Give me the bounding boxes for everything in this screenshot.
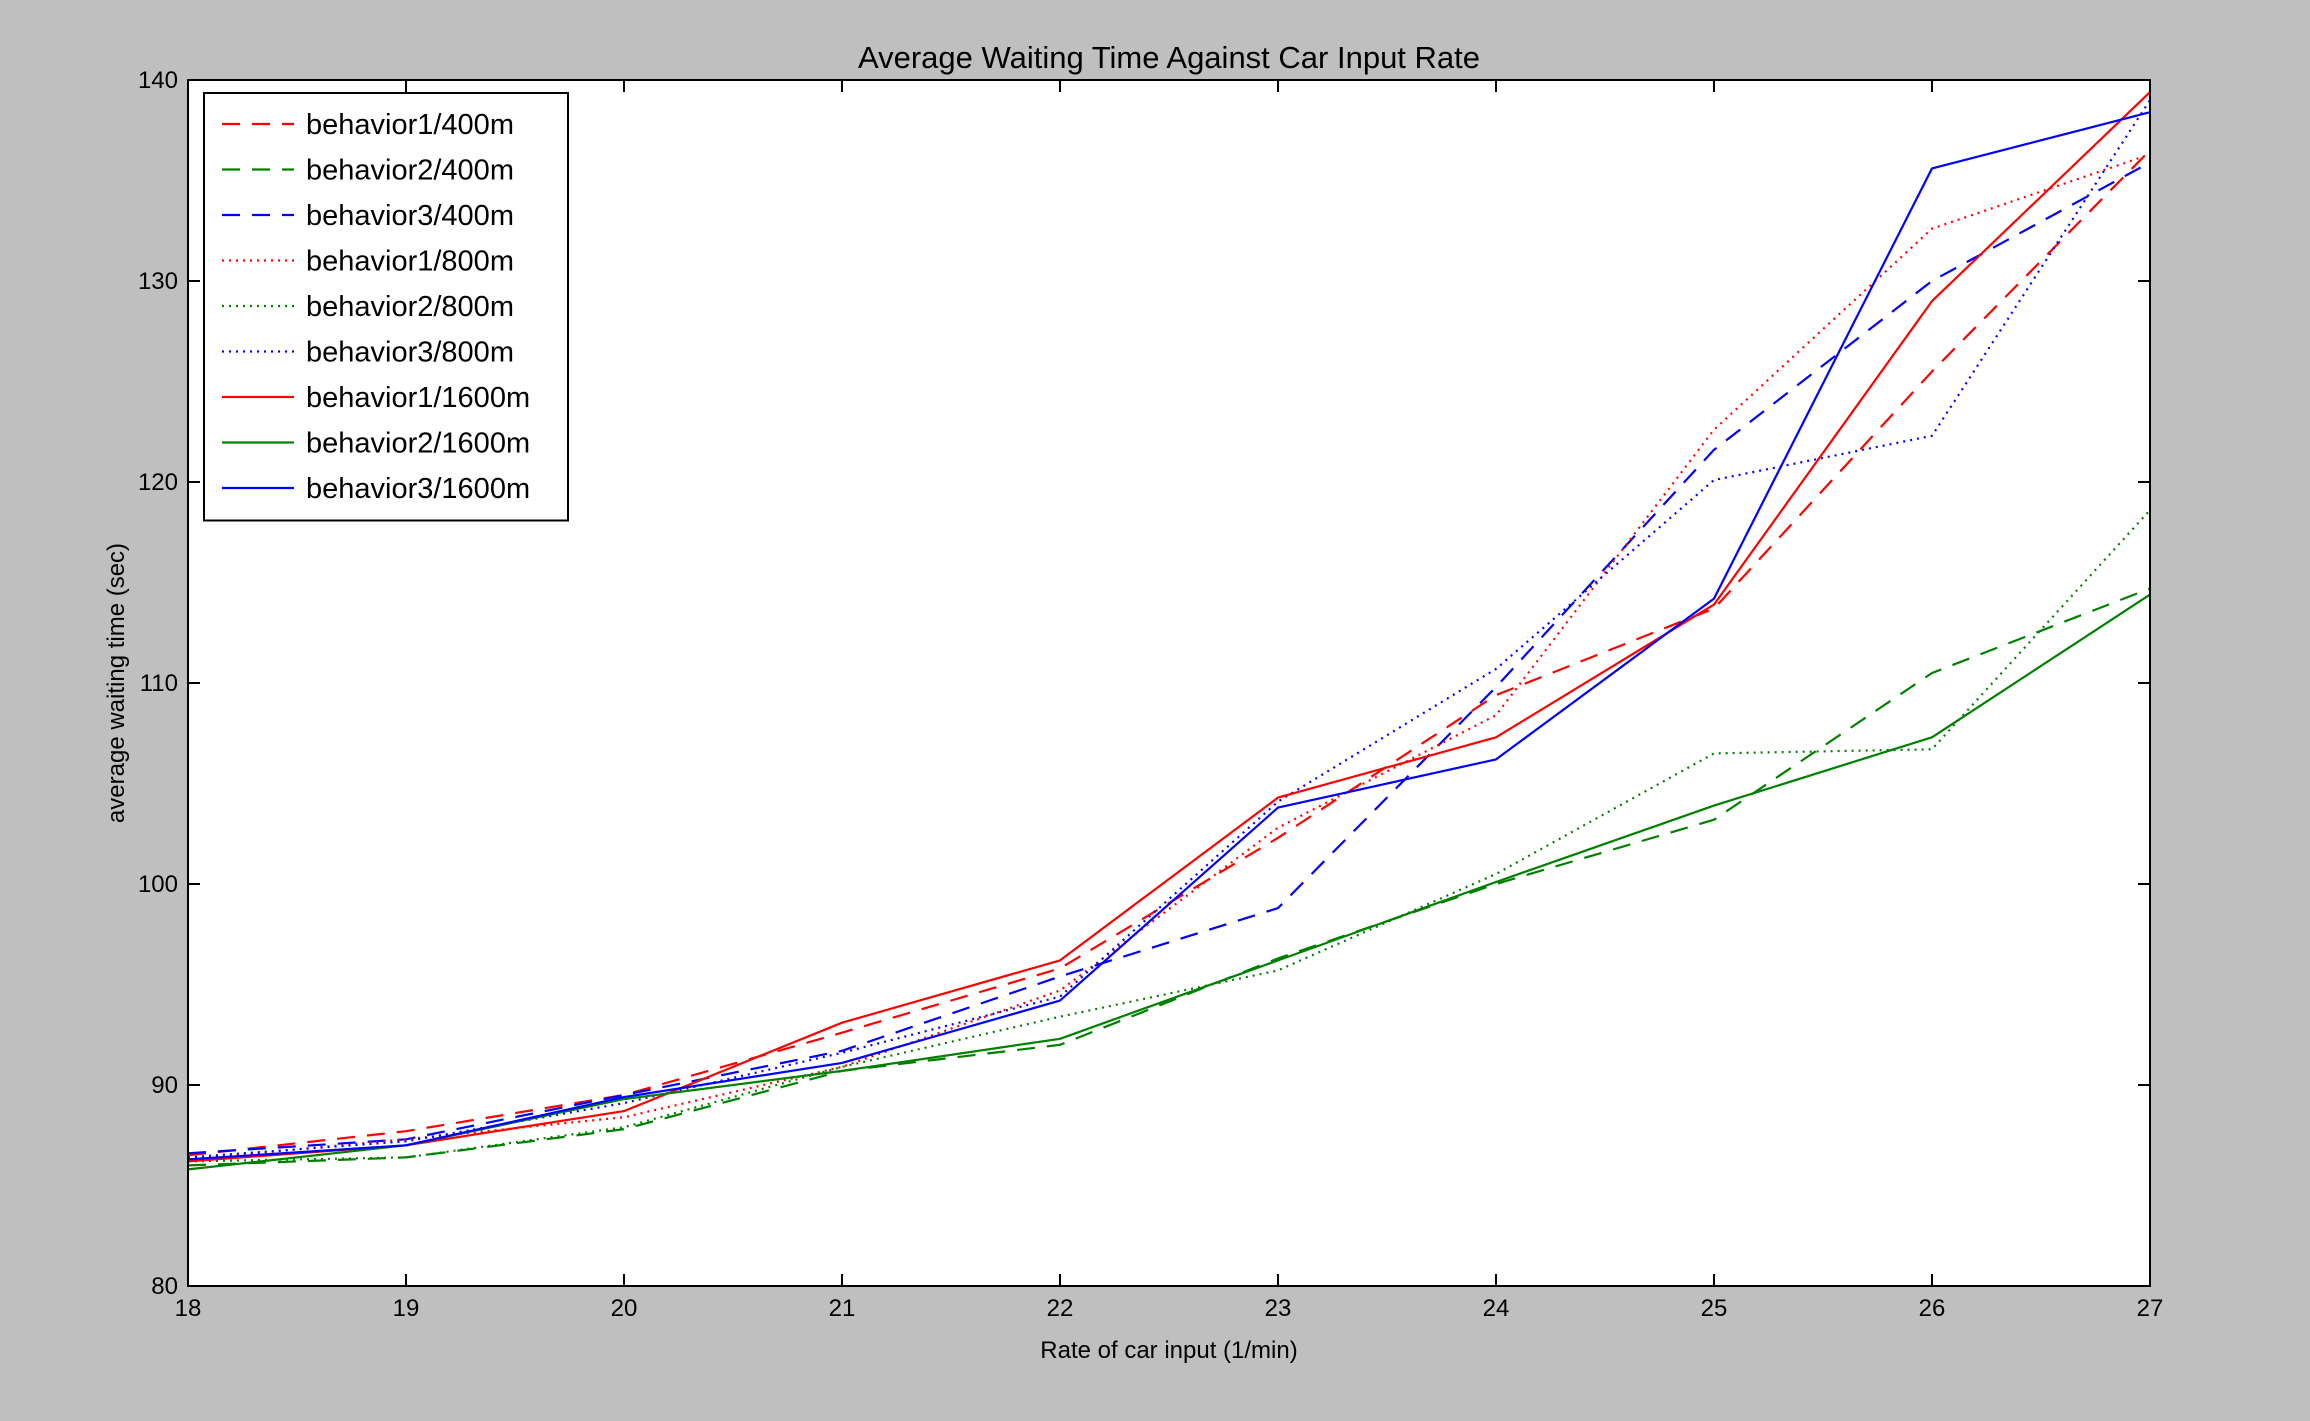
x-tick-label: 19 [393, 1295, 420, 1322]
legend-label: behavior1/1600m [306, 382, 530, 414]
legend-label: behavior3/800m [306, 337, 514, 369]
x-axis-label: Rate of car input (1/min) [1040, 1337, 1297, 1364]
legend-label: behavior3/1600m [306, 473, 530, 505]
x-axis: 18 19 20 21 22 23 24 25 26 27 [175, 80, 2164, 1322]
series-line-behavior1-1600m [187, 91, 2151, 1163]
legend-label: behavior3/400m [306, 200, 514, 232]
x-tick-label: 23 [1265, 1295, 1292, 1322]
y-tick-label: 80 [151, 1273, 178, 1300]
chart-title: Average Waiting Time Against Car Input R… [858, 40, 1480, 75]
y-axis: 80 90 100 110 120 130 140 [138, 67, 2150, 1300]
legend-label: behavior1/800m [306, 246, 514, 278]
legend-label: behavior2/1600m [306, 428, 530, 460]
y-tick-label: 120 [138, 469, 178, 496]
x-tick-label: 21 [829, 1295, 856, 1322]
series-line-behavior2-400m [187, 587, 2151, 1167]
x-tick-label: 27 [2137, 1295, 2164, 1322]
series-line-behavior3-1600m [187, 111, 2151, 1161]
series-line-behavior3-400m [187, 161, 2151, 1155]
y-tick-label: 140 [138, 67, 178, 94]
x-tick-label: 25 [1701, 1295, 1728, 1322]
x-tick-label: 20 [611, 1295, 638, 1322]
y-tick-label: 100 [138, 871, 178, 898]
y-tick-label: 110 [140, 670, 178, 697]
legend-label: behavior2/400m [306, 155, 514, 187]
legend-label: behavior1/400m [306, 109, 514, 141]
y-tick-label: 90 [151, 1072, 178, 1099]
x-tick-label: 26 [1919, 1295, 1946, 1322]
x-tick-label: 24 [1483, 1295, 1510, 1322]
legend-label: behavior2/800m [306, 291, 514, 323]
x-tick-label: 18 [175, 1295, 202, 1322]
x-tick-label: 22 [1047, 1295, 1074, 1322]
series-layer [187, 91, 2151, 1171]
y-axis-label: average waiting time (sec) [103, 543, 130, 823]
legend: behavior1/400m behavior2/400m behavior3/40… [203, 92, 569, 522]
y-tick-label: 130 [138, 268, 178, 295]
